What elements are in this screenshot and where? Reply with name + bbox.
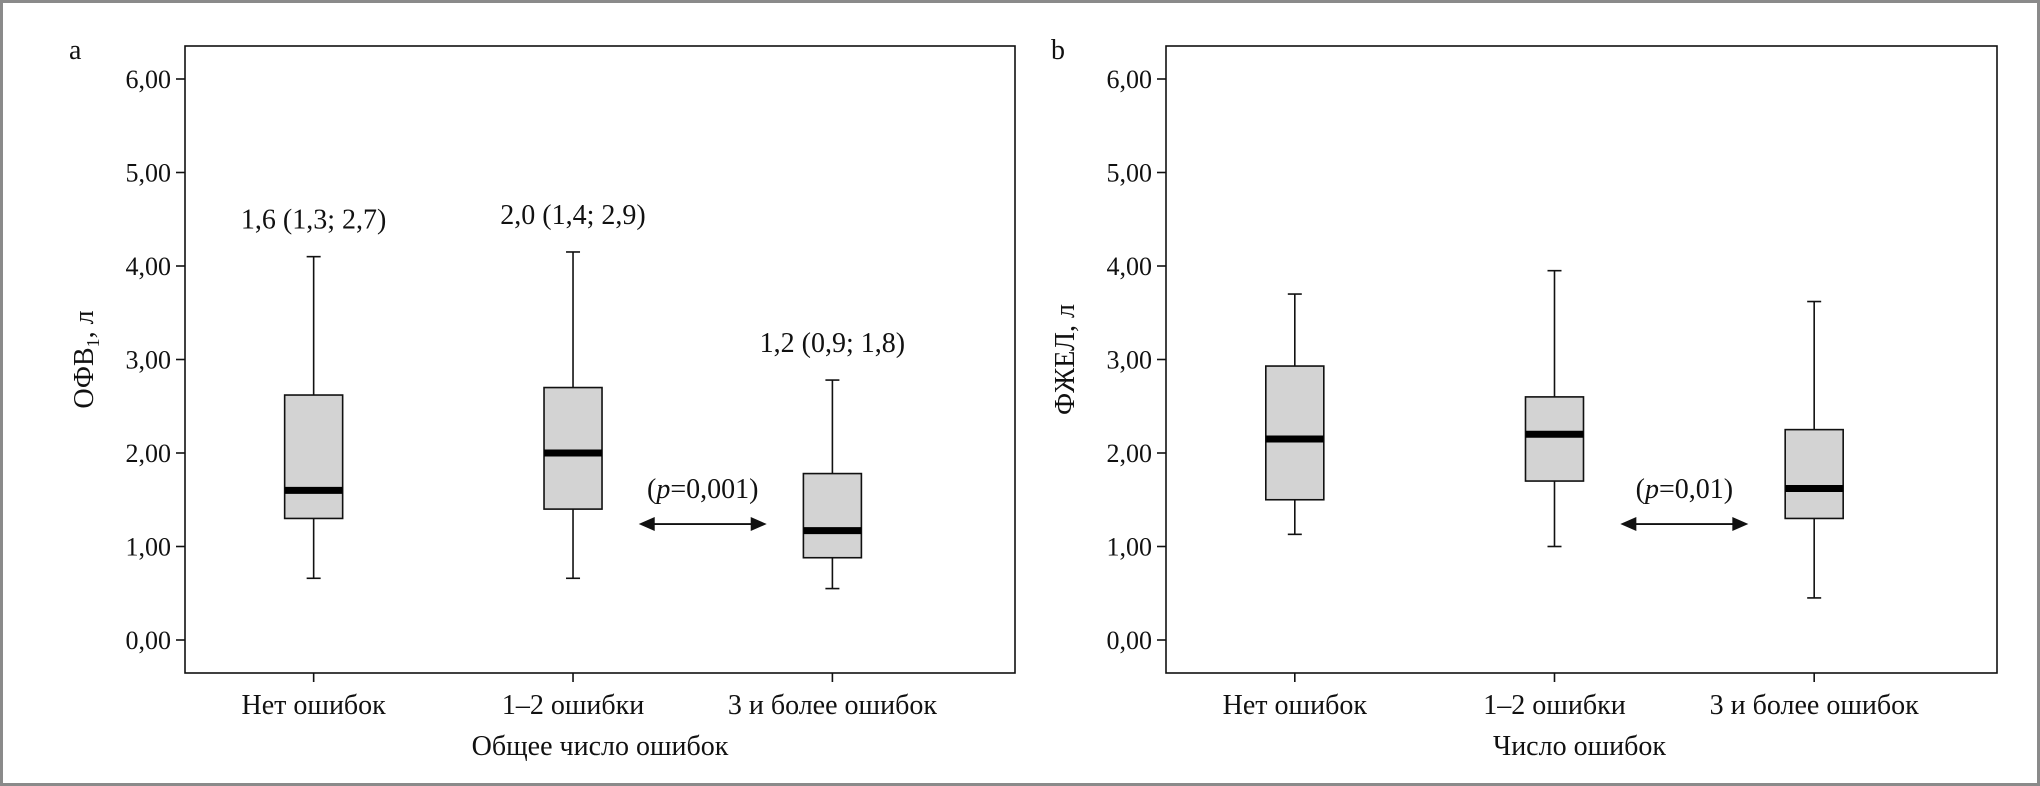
iqr-box bbox=[283, 394, 344, 520]
x-tick-label: 3 и более ошибок bbox=[728, 690, 937, 721]
y-tick-label: 2,00 bbox=[126, 439, 172, 468]
y-tick-label: 1,00 bbox=[1107, 533, 1153, 562]
box-2: 1,2 (0,9; 1,8) bbox=[760, 328, 905, 590]
iqr-box bbox=[1524, 396, 1585, 482]
p-open-paren: ( bbox=[1636, 474, 1645, 505]
p-value-label: (p=0,01) bbox=[1636, 474, 1733, 505]
p-close-paren: ) bbox=[1724, 474, 1733, 505]
iqr-box bbox=[1784, 428, 1844, 520]
comparison-arrow-right-head bbox=[750, 517, 767, 532]
y-axis-title-unit: , л bbox=[1050, 304, 1081, 332]
comparison-arrow-left-head bbox=[1620, 517, 1637, 532]
iqr-box bbox=[543, 386, 603, 510]
p-letter: p bbox=[1643, 474, 1659, 505]
comparison: (p=0,001) bbox=[638, 474, 767, 532]
p-open-paren: ( bbox=[647, 474, 656, 505]
p-value-label: (p=0,001) bbox=[647, 474, 758, 505]
x-axis-title: Число ошибок bbox=[1493, 731, 1666, 762]
y-tick-label: 4,00 bbox=[1107, 252, 1153, 281]
iqr-box bbox=[802, 472, 863, 559]
x-tick-label: Нет ошибок bbox=[242, 690, 387, 721]
y-axis-title: ОФВ1, л bbox=[69, 310, 103, 408]
comparison-arrow-left-head bbox=[638, 517, 655, 532]
y-tick-label: 3,00 bbox=[1107, 346, 1153, 375]
x-tick-label: Нет ошибок bbox=[1223, 690, 1368, 721]
p-value: =0,001 bbox=[670, 474, 749, 505]
box-annotation: 1,2 (0,9; 1,8) bbox=[760, 328, 905, 359]
y-axis-title-main: ФЖЕЛ bbox=[1050, 332, 1081, 415]
x-tick-label: 1–2 ошибки bbox=[1483, 690, 1625, 721]
y-tick-label: 4,00 bbox=[126, 252, 172, 281]
y-tick-label: 3,00 bbox=[126, 346, 172, 375]
y-axis-title-sub: 1 bbox=[83, 338, 103, 347]
y-tick-label: 0,00 bbox=[1107, 626, 1153, 655]
y-tick-label: 6,00 bbox=[1107, 65, 1153, 94]
panel-label: a bbox=[69, 35, 82, 66]
box-1 bbox=[1524, 269, 1585, 548]
x-tick-label: 3 и более ошибок bbox=[1710, 690, 1919, 721]
iqr-box bbox=[1265, 365, 1325, 501]
p-close-paren: ) bbox=[749, 474, 758, 505]
y-axis-title-unit: , л bbox=[69, 310, 100, 338]
y-tick-label: 5,00 bbox=[1107, 159, 1153, 188]
comparison-arrow-right-head bbox=[1732, 517, 1749, 532]
p-letter: p bbox=[654, 474, 670, 505]
panel-a: a 0,00 1,00 2,00 3,00 4,00 5,00 6,00 ОФВ1, л Нет … bbox=[69, 35, 1016, 762]
x-axis-title: Общее число ошибок bbox=[472, 731, 729, 762]
plot-area bbox=[1165, 45, 1998, 674]
box-2 bbox=[1784, 300, 1844, 599]
y-tick-label: 1,00 bbox=[126, 533, 172, 562]
y-axis-title-main: ОФВ bbox=[69, 347, 100, 408]
panel-label: b bbox=[1051, 35, 1065, 66]
box-annotation: 1,6 (1,3; 2,7) bbox=[241, 205, 386, 236]
box-0 bbox=[1265, 293, 1325, 536]
box-annotation: 2,0 (1,4; 2,9) bbox=[500, 200, 645, 231]
box-0: 1,6 (1,3; 2,7) bbox=[241, 205, 386, 580]
y-tick-label: 5,00 bbox=[126, 159, 172, 188]
comparison: (p=0,01) bbox=[1620, 474, 1749, 532]
panel-b: b 0,00 1,00 2,00 3,00 4,00 5,00 6,00 ФЖЕЛ, л Нет … bbox=[1050, 35, 1998, 762]
y-tick-label: 0,00 bbox=[126, 626, 172, 655]
y-tick-label: 6,00 bbox=[126, 65, 172, 94]
y-axis-title: ФЖЕЛ, л bbox=[1050, 304, 1081, 415]
x-tick-label: 1–2 ошибки bbox=[502, 690, 644, 721]
p-value: =0,01 bbox=[1659, 474, 1724, 505]
box-1: 2,0 (1,4; 2,9) bbox=[500, 200, 646, 580]
y-tick-label: 2,00 bbox=[1107, 439, 1153, 468]
